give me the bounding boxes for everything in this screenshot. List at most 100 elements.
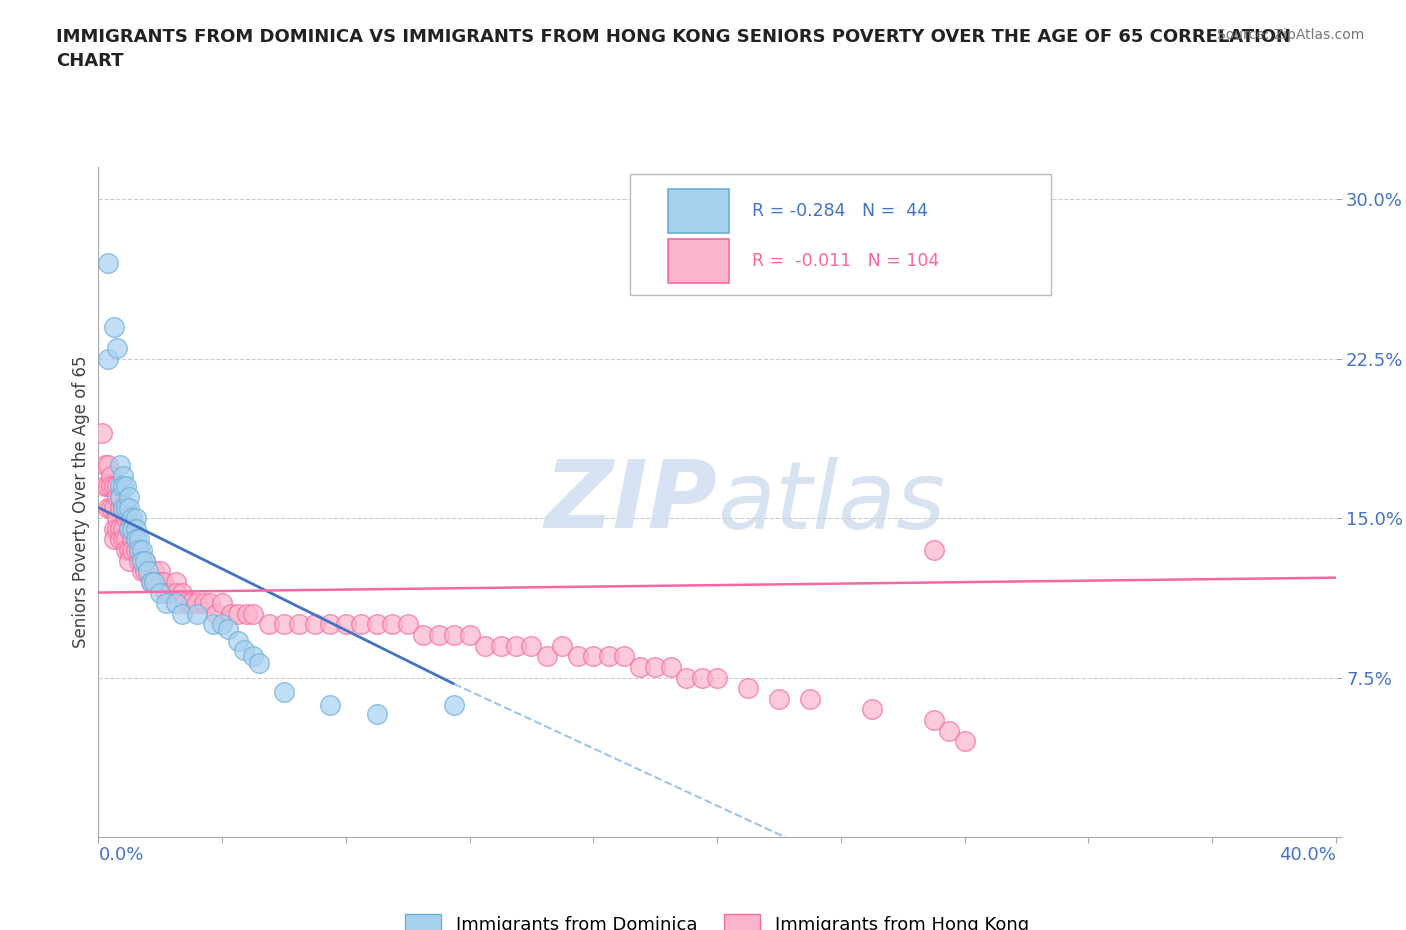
Point [706,671,728,685]
Point [922,712,945,727]
Point [112,468,135,483]
Point [108,479,131,494]
Point [155,596,177,611]
Point [90,426,112,441]
Point [115,479,138,494]
Point [366,706,388,721]
Point [149,585,172,600]
Point [128,553,150,568]
Point [115,532,138,547]
Point [205,606,228,621]
Point [319,698,342,712]
Point [155,585,177,600]
Point [100,500,122,515]
Point [131,553,153,568]
Point [118,553,141,568]
Point [412,628,434,643]
Point [366,617,388,631]
Point [108,522,131,537]
Point [118,489,141,504]
Point [118,542,141,557]
Point [737,681,759,696]
Point [381,617,404,631]
Point [97,500,120,515]
Point [112,500,135,515]
Point [567,649,589,664]
Point [139,575,162,590]
Point [613,649,636,664]
Point [443,698,465,712]
Point [105,479,128,494]
Point [644,659,666,674]
Point [226,634,249,649]
Text: ZIP: ZIP [544,457,717,548]
Point [112,500,135,515]
Point [97,458,120,472]
Point [938,724,960,738]
Point [100,479,122,494]
Point [118,511,141,525]
Point [768,691,790,706]
Point [134,553,156,568]
Point [121,542,143,557]
Text: Source: ZipAtlas.com: Source: ZipAtlas.com [1216,28,1364,42]
Point [97,256,120,271]
FancyBboxPatch shape [668,239,730,283]
Point [118,500,141,515]
Point [659,659,682,674]
Point [799,691,821,706]
Point [257,617,280,631]
Point [121,522,143,537]
Point [124,542,146,557]
Point [108,532,131,547]
Point [598,649,620,664]
Point [124,522,146,537]
Point [121,522,143,537]
Point [146,575,169,590]
Point [180,596,202,611]
Point [143,575,166,590]
Point [427,628,450,643]
Point [103,522,125,537]
Point [108,458,131,472]
Point [690,671,713,685]
Point [115,511,138,525]
Point [174,596,197,611]
Point [170,606,193,621]
Point [217,621,239,636]
Text: R = -0.284   N =  44: R = -0.284 N = 44 [752,202,928,219]
Point [143,564,166,578]
Point [149,564,172,578]
Point [443,628,465,643]
Point [350,617,373,631]
Point [100,468,122,483]
Point [136,564,159,578]
Point [193,596,215,611]
Point [953,734,976,749]
Point [860,702,883,717]
Point [211,596,233,611]
Point [97,352,120,366]
Point [247,656,270,671]
Point [520,638,543,653]
Point [115,542,138,557]
Point [170,585,193,600]
Text: IMMIGRANTS FROM DOMINICA VS IMMIGRANTS FROM HONG KONG SENIORS POVERTY OVER THE A: IMMIGRANTS FROM DOMINICA VS IMMIGRANTS F… [56,28,1291,70]
Point [273,685,295,700]
Point [105,340,128,355]
Point [128,542,150,557]
Point [134,553,156,568]
Point [232,643,254,658]
Point [108,489,131,504]
Point [118,522,141,537]
Point [131,564,153,578]
Point [121,532,143,547]
Point [201,617,224,631]
Point [115,500,138,515]
Point [131,553,153,568]
Point [115,500,138,515]
Point [112,532,135,547]
Point [288,617,311,631]
Point [128,542,150,557]
Point [551,638,574,653]
